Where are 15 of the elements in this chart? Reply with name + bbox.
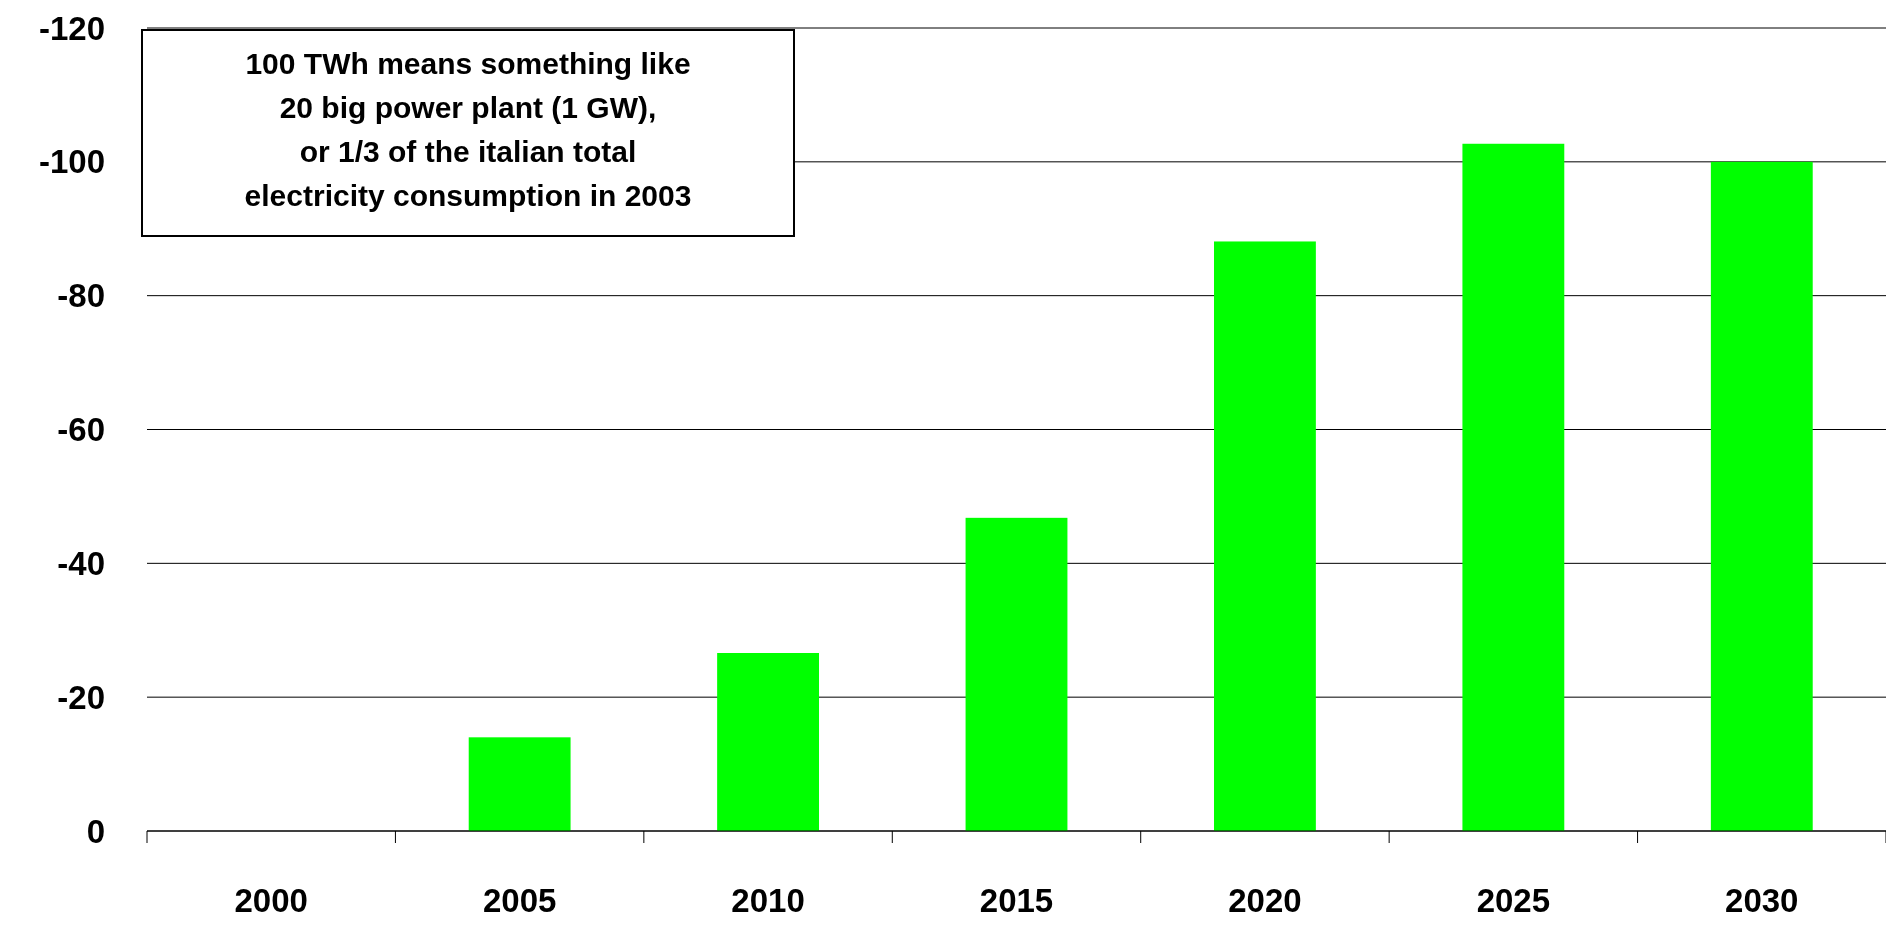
y-tick-label: -120 (38, 9, 105, 47)
annotation: 100 TWh means something like 20 big power plant (1 GW), or 1/3 of the italian total electricity consumption in 2003 (244, 47, 692, 212)
y-tick-label: -20 (57, 678, 105, 716)
x-tick-label: 2005 (482, 882, 557, 919)
x-tick-label: 2015 (979, 882, 1054, 919)
x-tick-label: 2025 (1476, 882, 1551, 919)
x-tick-label: 2010 (731, 882, 805, 919)
y-tick-label: -100 (38, 143, 105, 181)
y-tick-label: -60 (57, 411, 105, 449)
y-tick-label: -40 (57, 544, 105, 582)
y-tick-label: 0 (86, 812, 105, 850)
y-tick-label: -80 (57, 277, 105, 315)
x-tick-label: 2030 (1725, 882, 1799, 919)
x-tick-label: 2000 (234, 882, 308, 919)
x-tick-label: 2020 (1228, 882, 1302, 919)
